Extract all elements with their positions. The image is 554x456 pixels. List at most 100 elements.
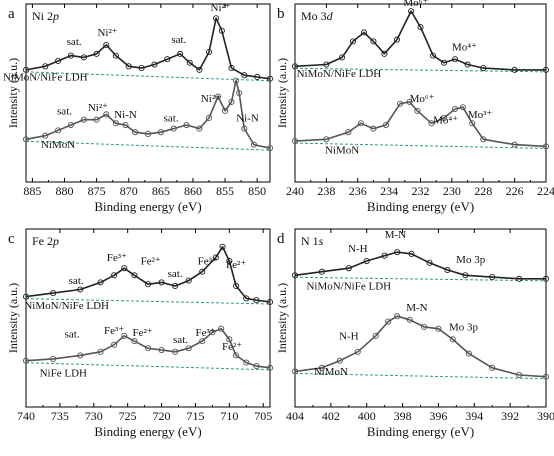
data-point (429, 52, 437, 59)
x-tick-label: 404 (286, 409, 304, 423)
data-point (212, 254, 219, 261)
annotation-label: Mo³⁺ (468, 109, 493, 121)
data-point (67, 52, 74, 59)
annotation-label: Ni²⁺ (211, 2, 231, 14)
data-point (542, 275, 550, 282)
annotation-label: Ni-N (114, 109, 137, 121)
annotation-label: Fe²⁺ (133, 327, 153, 339)
data-point (266, 364, 274, 371)
annotation-label: N-H (348, 243, 368, 255)
panel-c: 740 735 730 725 720 715 710 705 Binding energy (… (6, 228, 274, 439)
data-point (112, 52, 119, 59)
data-point (186, 59, 193, 66)
series-line (25, 246, 271, 303)
data-point (22, 293, 30, 300)
data-point (214, 93, 222, 100)
series-line (294, 251, 546, 280)
annotation-label: sat. (67, 36, 82, 48)
x-tick-label: 875 (88, 184, 106, 198)
data-point (183, 121, 190, 129)
x-tick-label: 885 (23, 184, 41, 198)
annotation-label: NiMoN (314, 366, 348, 378)
x-axis-label: Binding energy (eV) (94, 424, 201, 439)
data-point (451, 105, 459, 113)
data-point (93, 116, 100, 123)
data-point (291, 368, 299, 375)
annotation-label: NiFe LDH (40, 368, 87, 380)
data-point (345, 129, 352, 136)
x-axis-label: Binding energy (eV) (367, 199, 474, 214)
data-point (291, 138, 299, 145)
data-point (80, 116, 87, 123)
data-point (465, 350, 472, 357)
data-point (209, 329, 216, 336)
data-point (408, 250, 415, 257)
data-point (370, 38, 377, 45)
x-axis-label: Binding energy (eV) (367, 424, 474, 439)
data-point (42, 132, 49, 139)
data-point (213, 15, 220, 22)
annotation-label: sat. (69, 275, 84, 287)
data-point (480, 136, 487, 143)
data-point (122, 121, 129, 129)
annotation-label: Fe³⁺ (107, 252, 127, 264)
data-point (360, 29, 368, 36)
data-point (131, 272, 138, 279)
panel-title: Mo 3d (301, 9, 334, 23)
x-tick-label: 400 (358, 409, 376, 423)
data-point (444, 266, 451, 273)
x-tick-label: 850 (248, 184, 266, 198)
annotation-label: Mo⁴⁺ (433, 114, 458, 126)
data-point (226, 257, 233, 265)
data-point (381, 252, 388, 259)
annotation-label: Mo 3p (456, 254, 486, 266)
data-point (349, 38, 357, 45)
data-point (464, 61, 471, 68)
y-axis-label: Intensity (a.u.) (6, 58, 20, 128)
data-point (414, 107, 421, 114)
panel-title: N 1s (301, 234, 324, 248)
annotation-label: Ni-N (236, 112, 259, 124)
data-point (250, 141, 257, 148)
annotation-label: Fe²⁺ (222, 341, 242, 353)
data-point (449, 336, 456, 343)
data-point (241, 125, 248, 132)
data-point (323, 136, 330, 143)
data-point (121, 332, 128, 339)
data-point (67, 121, 74, 129)
data-point (22, 357, 30, 364)
data-point (50, 355, 57, 362)
data-point (421, 323, 428, 330)
baseline-line (25, 362, 271, 371)
data-point (363, 257, 370, 265)
x-tick-label: 224 (537, 184, 554, 198)
data-point (205, 49, 213, 56)
data-point (394, 249, 401, 256)
data-point (22, 136, 30, 143)
data-point (372, 332, 379, 339)
x-tick-label: 855 (216, 184, 234, 198)
panel-b: 240 238 236 234 232 230 228 226 224 Binding energ… (275, 0, 554, 214)
panel-a: 885 880 875 870 865 860 855 850 Binding energy (… (3, 2, 274, 214)
annotation-label: NiMoN/NiFe LDH (306, 281, 391, 293)
baseline-line (25, 298, 271, 305)
annotation-label: Ni²⁺ (88, 102, 108, 114)
data-point (406, 98, 413, 105)
data-point (131, 338, 138, 345)
y-axis-label: Intensity (a.u.) (6, 283, 20, 353)
x-tick-label: 234 (380, 184, 398, 198)
annotation-label: N-H (339, 330, 359, 342)
data-point (516, 275, 523, 282)
annotation-label: M-N (385, 229, 406, 241)
data-point (172, 348, 179, 355)
annotation-label: Mo⁶⁺ (403, 0, 428, 9)
annotation-label: NiMoN (41, 139, 75, 151)
data-point (451, 56, 459, 63)
data-point (125, 63, 132, 70)
x-tick-label: 725 (119, 409, 137, 423)
data-point (381, 50, 388, 57)
x-tick-label: 730 (85, 409, 103, 423)
data-point (318, 364, 325, 371)
data-point (218, 325, 225, 332)
x-tick-label: 870 (120, 184, 138, 198)
